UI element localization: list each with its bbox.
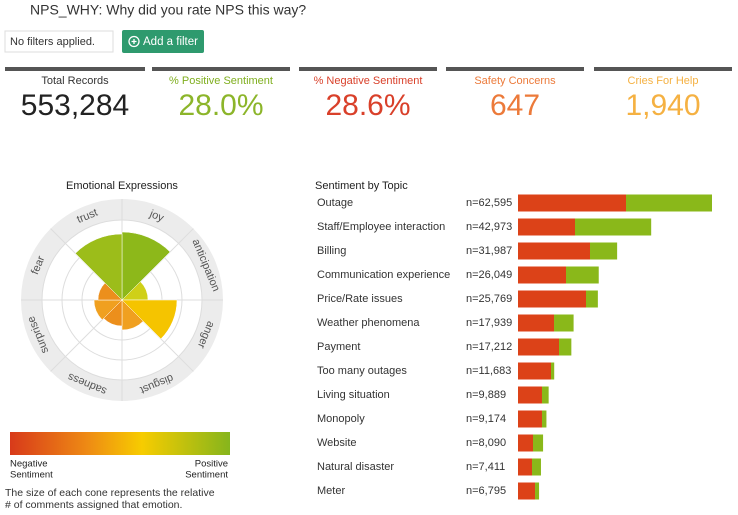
kpi-bar [5,67,145,71]
topic-count: n=62,595 [466,197,512,209]
filter-status: No filters applied. [10,36,95,48]
topic-count: n=9,889 [466,389,506,401]
sentiment-gradient [10,432,230,455]
bar-segment [554,314,574,332]
legend-low: Negative [10,459,48,470]
kpi-bar [594,67,732,71]
topic-label: Staff/Employee interaction [317,221,445,233]
bar-segment [533,434,544,452]
kpi-label: % Positive Sentiment [169,75,273,87]
topic-label: Website [317,437,357,449]
topic-count: n=17,939 [466,317,512,329]
topic-label: Monopoly [317,413,365,425]
bar-segment [518,434,534,452]
topic-label: Natural disaster [317,461,394,473]
bar-segment [535,482,540,500]
bar-segment [626,194,712,212]
bar-segment [518,266,567,284]
kpi-label: Safety Concerns [474,75,556,87]
note: # of comments assigned that emotion. [5,499,182,510]
kpi-bar [152,67,290,71]
kpi-value: 28.6% [325,89,410,122]
topic-count: n=42,973 [466,221,512,233]
bar-segment [518,386,542,404]
emotion-cone [93,299,123,321]
chart-title: Sentiment by Topic [315,180,408,192]
kpi-label: Total Records [41,75,109,87]
kpi-value: 553,284 [21,89,129,122]
emotion-cone [74,233,123,301]
add-filter-label[interactable]: Add a filter [143,36,198,48]
topic-count: n=31,987 [466,245,512,257]
bar-segment [589,242,618,260]
topic-count: n=11,683 [466,365,511,377]
topic-label: Meter [317,485,345,497]
topic-count: n=7,411 [466,461,505,473]
topic-count: n=25,769 [466,293,512,305]
bar-segment [566,266,599,284]
topic-label: Billing [317,245,346,257]
note: The size of each cone represents the rel… [5,487,215,499]
topic-count: n=26,049 [466,269,512,281]
legend-low: Sentiment [10,470,53,481]
bar-segment [559,338,572,356]
kpi-label: % Negative Sentiment [314,75,423,87]
emotion-label: joy [147,208,166,225]
filter-box [4,30,114,53]
kpi-value: 1,940 [625,89,700,122]
legend-high: Positive [195,459,228,470]
topic-label: Weather phenomena [317,317,420,329]
topic-label: Payment [317,341,360,353]
bar-segment [518,314,555,332]
bar-segment [518,290,586,308]
bar-segment [585,290,598,308]
kpi-label: Cries For Help [628,75,699,87]
bar-segment [541,386,549,404]
kpi-value: 647 [490,89,540,122]
topic-label: Price/Rate issues [317,293,403,305]
bar-segment [574,218,652,236]
bar-segment [518,242,590,260]
kpi-value: 28.0% [178,89,263,122]
topic-label: Outage [317,197,353,209]
chart-title: Emotional Expressions [66,180,178,192]
topic-count: n=6,795 [466,485,506,497]
kpi-bar [299,67,437,71]
bar-segment [518,362,552,380]
bar-segment [551,362,555,380]
topic-label: Too many outages [317,365,407,377]
bar-segment [518,458,533,476]
add-filter-button[interactable] [122,30,204,53]
bar-segment [518,482,536,500]
emotion-cone [121,299,144,331]
emotion-cone [121,299,178,340]
topic-count: n=17,212 [466,341,512,353]
page-title: NPS_WHY: Why did you rate NPS this way? [30,2,306,18]
bar-segment [518,194,627,212]
bar-segment [518,218,575,236]
plus-icon [128,35,140,48]
kpi-bar [446,67,584,71]
bar-segment [532,458,541,476]
bar-segment [518,338,560,356]
topic-count: n=9,174 [466,413,506,425]
legend-high: Sentiment [185,470,228,481]
emotion-cone [121,231,171,301]
topic-label: Communication experience [317,269,450,281]
bar-segment [541,410,547,428]
bar-segment [518,410,542,428]
plus-icon [131,39,137,44]
topic-count: n=8,090 [466,437,506,449]
topic-label: Living situation [317,389,390,401]
